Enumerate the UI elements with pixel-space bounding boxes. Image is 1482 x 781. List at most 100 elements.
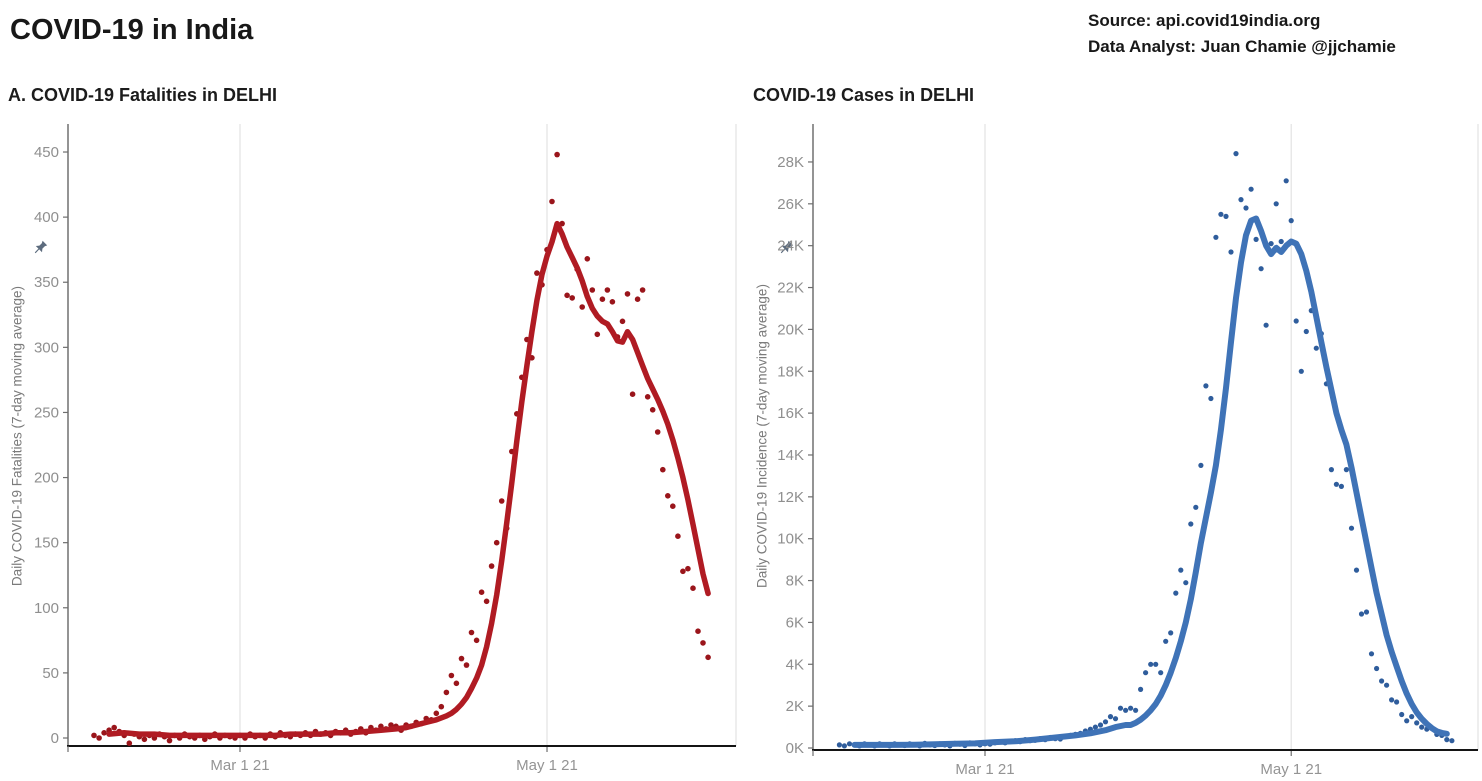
scatter-point[interactable] [101,730,107,736]
pin-icon[interactable] [779,239,795,255]
scatter-point[interactable] [594,331,601,338]
scatter-point[interactable] [1278,238,1284,245]
scatter-point[interactable] [1173,590,1179,596]
scatter-point[interactable] [1358,611,1365,617]
scatter-point[interactable] [468,629,475,636]
scatter-point[interactable] [1102,719,1109,725]
scatter-point[interactable] [644,394,651,400]
scatter-point[interactable] [1213,234,1219,240]
scatter-point[interactable] [1404,718,1410,724]
scatter-point[interactable] [1112,716,1119,722]
scatter-point[interactable] [126,740,133,746]
scatter-point[interactable] [589,287,596,293]
scatter-point[interactable] [619,318,626,325]
scatter-point[interactable] [1338,483,1344,489]
scatter-point[interactable] [448,672,455,679]
scatter-point[interactable] [624,291,631,297]
moving-average-line[interactable] [106,220,711,739]
scatter-point[interactable] [665,493,671,499]
scatter-point[interactable] [1163,638,1169,644]
scatter-point[interactable] [564,292,570,299]
scatter-point[interactable] [1097,722,1104,728]
scatter-point[interactable] [1328,467,1334,473]
scatter-point[interactable] [660,466,666,473]
scatter-point[interactable] [1168,630,1174,636]
scatter-point[interactable] [654,429,661,435]
scatter-point[interactable] [549,198,555,205]
scatter-point[interactable] [1208,395,1214,402]
scatter-point[interactable] [584,255,591,262]
scatter-point[interactable] [1343,467,1349,473]
scatter-point[interactable] [1268,241,1274,247]
scatter-point[interactable] [690,585,696,591]
scatter-point[interactable] [1363,609,1370,615]
scatter-point[interactable] [1394,699,1400,705]
scatter-point[interactable] [1313,345,1319,351]
scatter-point[interactable] [1374,665,1380,672]
scatter-point[interactable] [1218,211,1224,217]
scatter-point[interactable] [1384,682,1390,688]
scatter-point[interactable] [705,654,711,661]
scatter-point[interactable] [1143,670,1149,676]
scatter-point[interactable] [1138,686,1144,693]
scatter-point[interactable] [1283,178,1289,184]
scatter-point[interactable] [1288,218,1294,224]
scatter-point[interactable] [1133,707,1139,713]
scatter-point[interactable] [493,539,500,546]
scatter-point[interactable] [1293,318,1299,324]
scatter-point[interactable] [604,287,611,293]
scatter-point[interactable] [1253,236,1259,242]
scatter-point[interactable] [141,736,148,743]
scatter-point[interactable] [1333,481,1339,487]
scatter-point[interactable] [1128,705,1134,711]
scatter-point[interactable] [478,589,485,595]
scatter-point[interactable] [438,703,445,710]
scatter-point[interactable] [91,732,97,739]
scatter-point[interactable] [1258,266,1264,272]
scatter-point[interactable] [675,533,681,539]
scatter-point[interactable] [1399,711,1405,718]
scatter-point[interactable] [1303,328,1309,335]
scatter-point[interactable] [1379,678,1385,684]
scatter-point[interactable] [629,391,636,398]
scatter-point[interactable] [1107,714,1114,720]
scatter-point[interactable] [1203,383,1209,389]
scatter-point[interactable] [458,655,465,662]
scatter-point[interactable] [579,304,585,310]
scatter-point[interactable] [609,299,616,305]
scatter-point[interactable] [1414,720,1420,726]
scatter-point[interactable] [1248,186,1254,192]
scatter-point[interactable] [1117,705,1124,711]
scatter-point[interactable] [453,680,460,687]
scatter-point[interactable] [111,724,117,731]
scatter-point[interactable] [1228,249,1234,255]
scatter-point[interactable] [1368,651,1375,657]
scatter-point[interactable] [483,598,490,605]
scatter-point[interactable] [463,662,470,668]
scatter-point[interactable] [1158,670,1164,676]
scatter-point[interactable] [1153,661,1159,667]
scatter-point[interactable] [1273,201,1279,207]
scatter-point[interactable] [1243,205,1249,211]
scatter-point[interactable] [649,407,656,413]
scatter-point[interactable] [1193,504,1199,510]
scatter-point[interactable] [1298,368,1304,374]
scatter-point[interactable] [96,735,102,741]
scatter-point[interactable] [1353,567,1360,573]
scatter-point[interactable] [1419,724,1425,730]
scatter-point[interactable] [700,640,706,646]
scatter-point[interactable] [1238,197,1244,203]
moving-average-line[interactable] [851,215,1450,748]
scatter-point[interactable] [1123,707,1129,713]
scatter-point[interactable] [639,287,646,293]
scatter-point[interactable] [680,568,686,575]
scatter-point[interactable] [569,295,575,301]
scatter-point[interactable] [443,689,450,696]
scatter-point[interactable] [166,737,173,744]
scatter-point[interactable] [836,742,843,748]
scatter-point[interactable] [841,743,848,749]
scatter-point[interactable] [1148,661,1154,667]
scatter-point[interactable] [599,296,606,303]
scatter-point[interactable] [1449,738,1455,744]
scatter-point[interactable] [554,151,560,158]
